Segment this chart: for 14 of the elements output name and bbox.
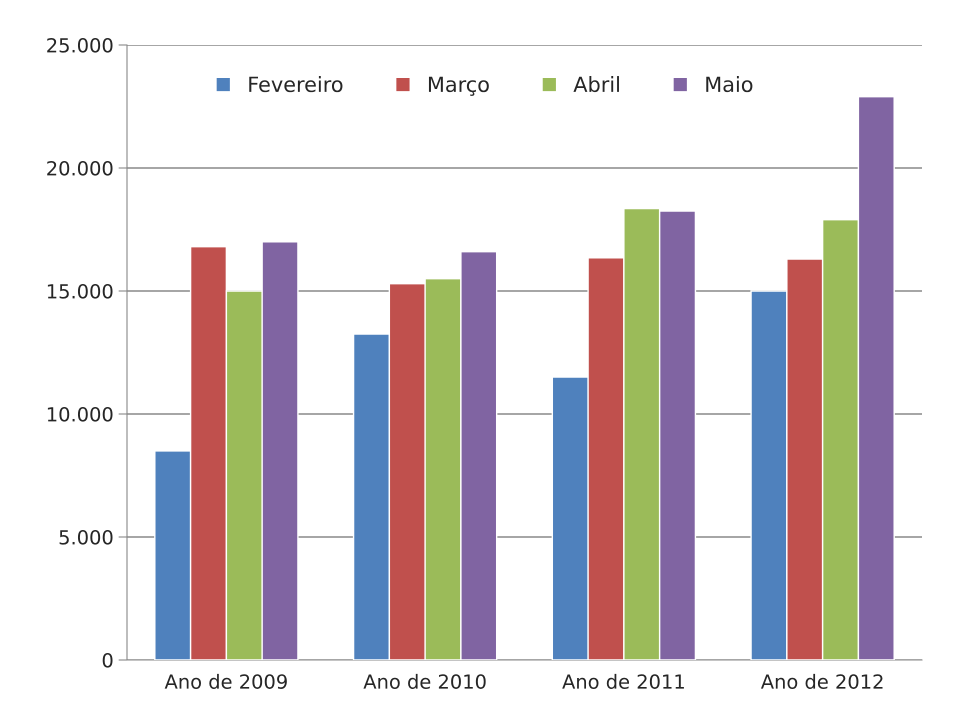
y-tick-label: 10.000 [48, 406, 113, 422]
y-tick-label: 20.000 [47, 160, 113, 176]
x-tick-label: Ano de 2010 [363, 674, 486, 689]
legend-label: Abril [573, 76, 619, 92]
x-tick-label: Ano de 2011 [562, 674, 684, 689]
y-tick-label: 0 [102, 652, 113, 668]
y-tick-label: 5.000 [60, 530, 113, 545]
legend-label: Fevereiro [249, 76, 342, 92]
y-tick-label: 15.000 [48, 284, 113, 299]
legend-label: Maio [706, 76, 752, 92]
x-tick-label: Ano de 2009 [164, 674, 287, 689]
x-tick-label: Ano de 2012 [760, 674, 883, 689]
y-tick-label: 25.000 [47, 38, 113, 53]
legend-label: Março [428, 76, 489, 96]
